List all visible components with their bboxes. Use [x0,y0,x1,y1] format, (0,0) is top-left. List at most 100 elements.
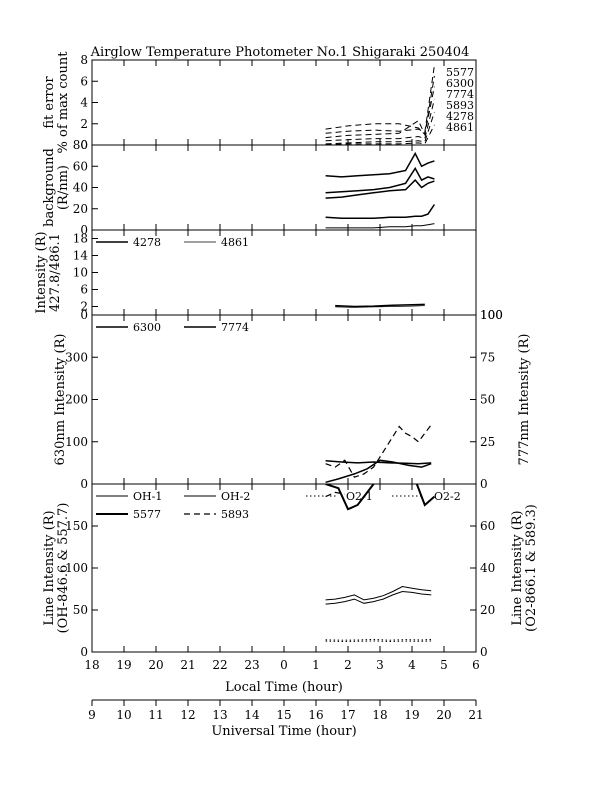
y-axis-label: (OH-846.6 & 557.7) [56,503,71,634]
series-line [325,151,435,178]
x-tick-label: 1 [312,658,320,672]
y-axis-label: Line Intensity (R) [42,510,57,625]
panel-frame [91,59,477,146]
series-line [325,204,436,220]
series-7774 [325,86,435,139]
y-axis-label: fit error [42,76,57,129]
panel-blue-lines: 02 6 10 14 18 Intensity (R) 427.8/486.1 4278 486… [34,229,477,322]
y-axis-label: 427.8/486.1 [48,233,63,312]
series-4861 [335,305,425,308]
y-right-tick-label: 50 [480,393,495,407]
ut-tick-label: 21 [468,708,483,722]
y-right-axis-label: 777nm Intensity (R) [517,334,532,466]
legend: OH-1 OH-2 O2-1 O2-2 5577 5893 [96,490,461,521]
panel-series [325,151,436,229]
y-tick-label: 80 [73,138,88,152]
y-axis-label: Intensity (R) [34,231,49,313]
y-axis-label: % of max count [56,51,71,154]
panel-series [325,65,435,145]
legend-label: OH-2 [221,490,250,503]
y-tick-label: 200 [65,393,88,407]
series-end-label: 5893 [446,99,474,112]
y-right-tick-label: 0 [480,477,488,491]
y-axis-label: background [42,148,57,227]
y-tick-label: 100 [65,435,88,449]
y-tick-label: 0 [80,138,88,152]
series-4278 [335,303,425,308]
legend-label: OH-1 [133,490,162,503]
ut-tick-label: 16 [308,708,323,722]
ut-tick-label: 17 [340,708,355,722]
x-axis-label: Local Time (hour) [225,680,343,695]
y-tick-label: 100 [65,561,88,575]
legend-label: 4278 [133,236,161,249]
y-tick-label: 18 [73,232,88,246]
y-tick-label: 0 [80,477,88,491]
series-line [325,166,435,194]
legend-label: 7774 [221,321,249,334]
y-axis-label: (R/nm) [56,165,71,210]
legend-label: O2-2 [434,490,461,503]
x-tick-label: 2 [344,658,352,672]
legend: 6300 7774 [96,321,249,334]
series-OH-2 [325,590,432,605]
y-right-axis-label: (O2-866.1 & 589.3) [524,504,539,632]
y-right-tick-label: 0 [480,645,488,659]
x-tick-label: 19 [116,658,131,672]
series-OH-1 [325,585,432,601]
legend-label: 5893 [221,508,249,521]
series-6300 [325,460,432,465]
y-tick-label: 10 [73,266,88,280]
y-right-tick-label: 100 [480,308,503,322]
panel-background: 0 20 40 60 80 background (R/nm) [42,138,477,237]
x-tick-label: 22 [212,658,227,672]
series-end-label: 4278 [446,110,474,123]
series-end-label: 7774 [446,88,474,101]
panel-series [335,303,425,308]
series-end-label: 5577 [446,66,474,79]
legend-label: 4861 [221,236,249,249]
ut-tick-label: 19 [404,708,419,722]
y-tick-label: 150 [65,519,88,533]
series-4861 [325,124,435,145]
y-tick-label: 2 [80,300,88,314]
series-5577 [325,484,436,511]
ut-tick-label: 13 [212,708,227,722]
panel-series [325,424,432,484]
ut-tick-label: 12 [180,708,195,722]
x-tick-label: 0 [280,658,288,672]
y-tick-label: 2 [80,117,88,131]
legend-label: 5577 [133,508,161,521]
x-tick-label: 3 [376,658,384,672]
y-tick-label: 60 [73,159,88,173]
y-tick-label: 6 [80,283,88,297]
y-right-tick-label: 60 [480,519,495,533]
series-6300 [325,75,435,136]
panel-fit-error: 0 2 4 6 8 fit error% of max count 557763007774… [42,51,477,154]
ut-tick-label: 18 [372,708,387,722]
ut-axis-label: Universal Time (hour) [211,724,356,739]
series-7774 [325,459,432,484]
series-line [325,179,435,199]
series-5893 [325,99,435,142]
series-O2-1 [325,640,432,643]
panel-series [325,484,436,643]
ut-tick-label: 15 [276,708,291,722]
panel-frame [91,314,477,485]
y-tick-label: 20 [73,202,88,216]
y-axis-label: 630nm Intensity (R) [53,334,68,466]
y-right-tick-label: 25 [480,435,495,449]
x-tick-label: 23 [244,658,259,672]
y-right-tick-label: 100 [480,308,503,322]
panel-frame [91,144,477,231]
series-4278 [325,111,435,145]
y-tick-label: 40 [73,181,88,195]
x-tick-label: 21 [180,658,195,672]
y-right-tick-label: 20 [480,603,495,617]
ut-tick-label: 14 [244,708,260,722]
